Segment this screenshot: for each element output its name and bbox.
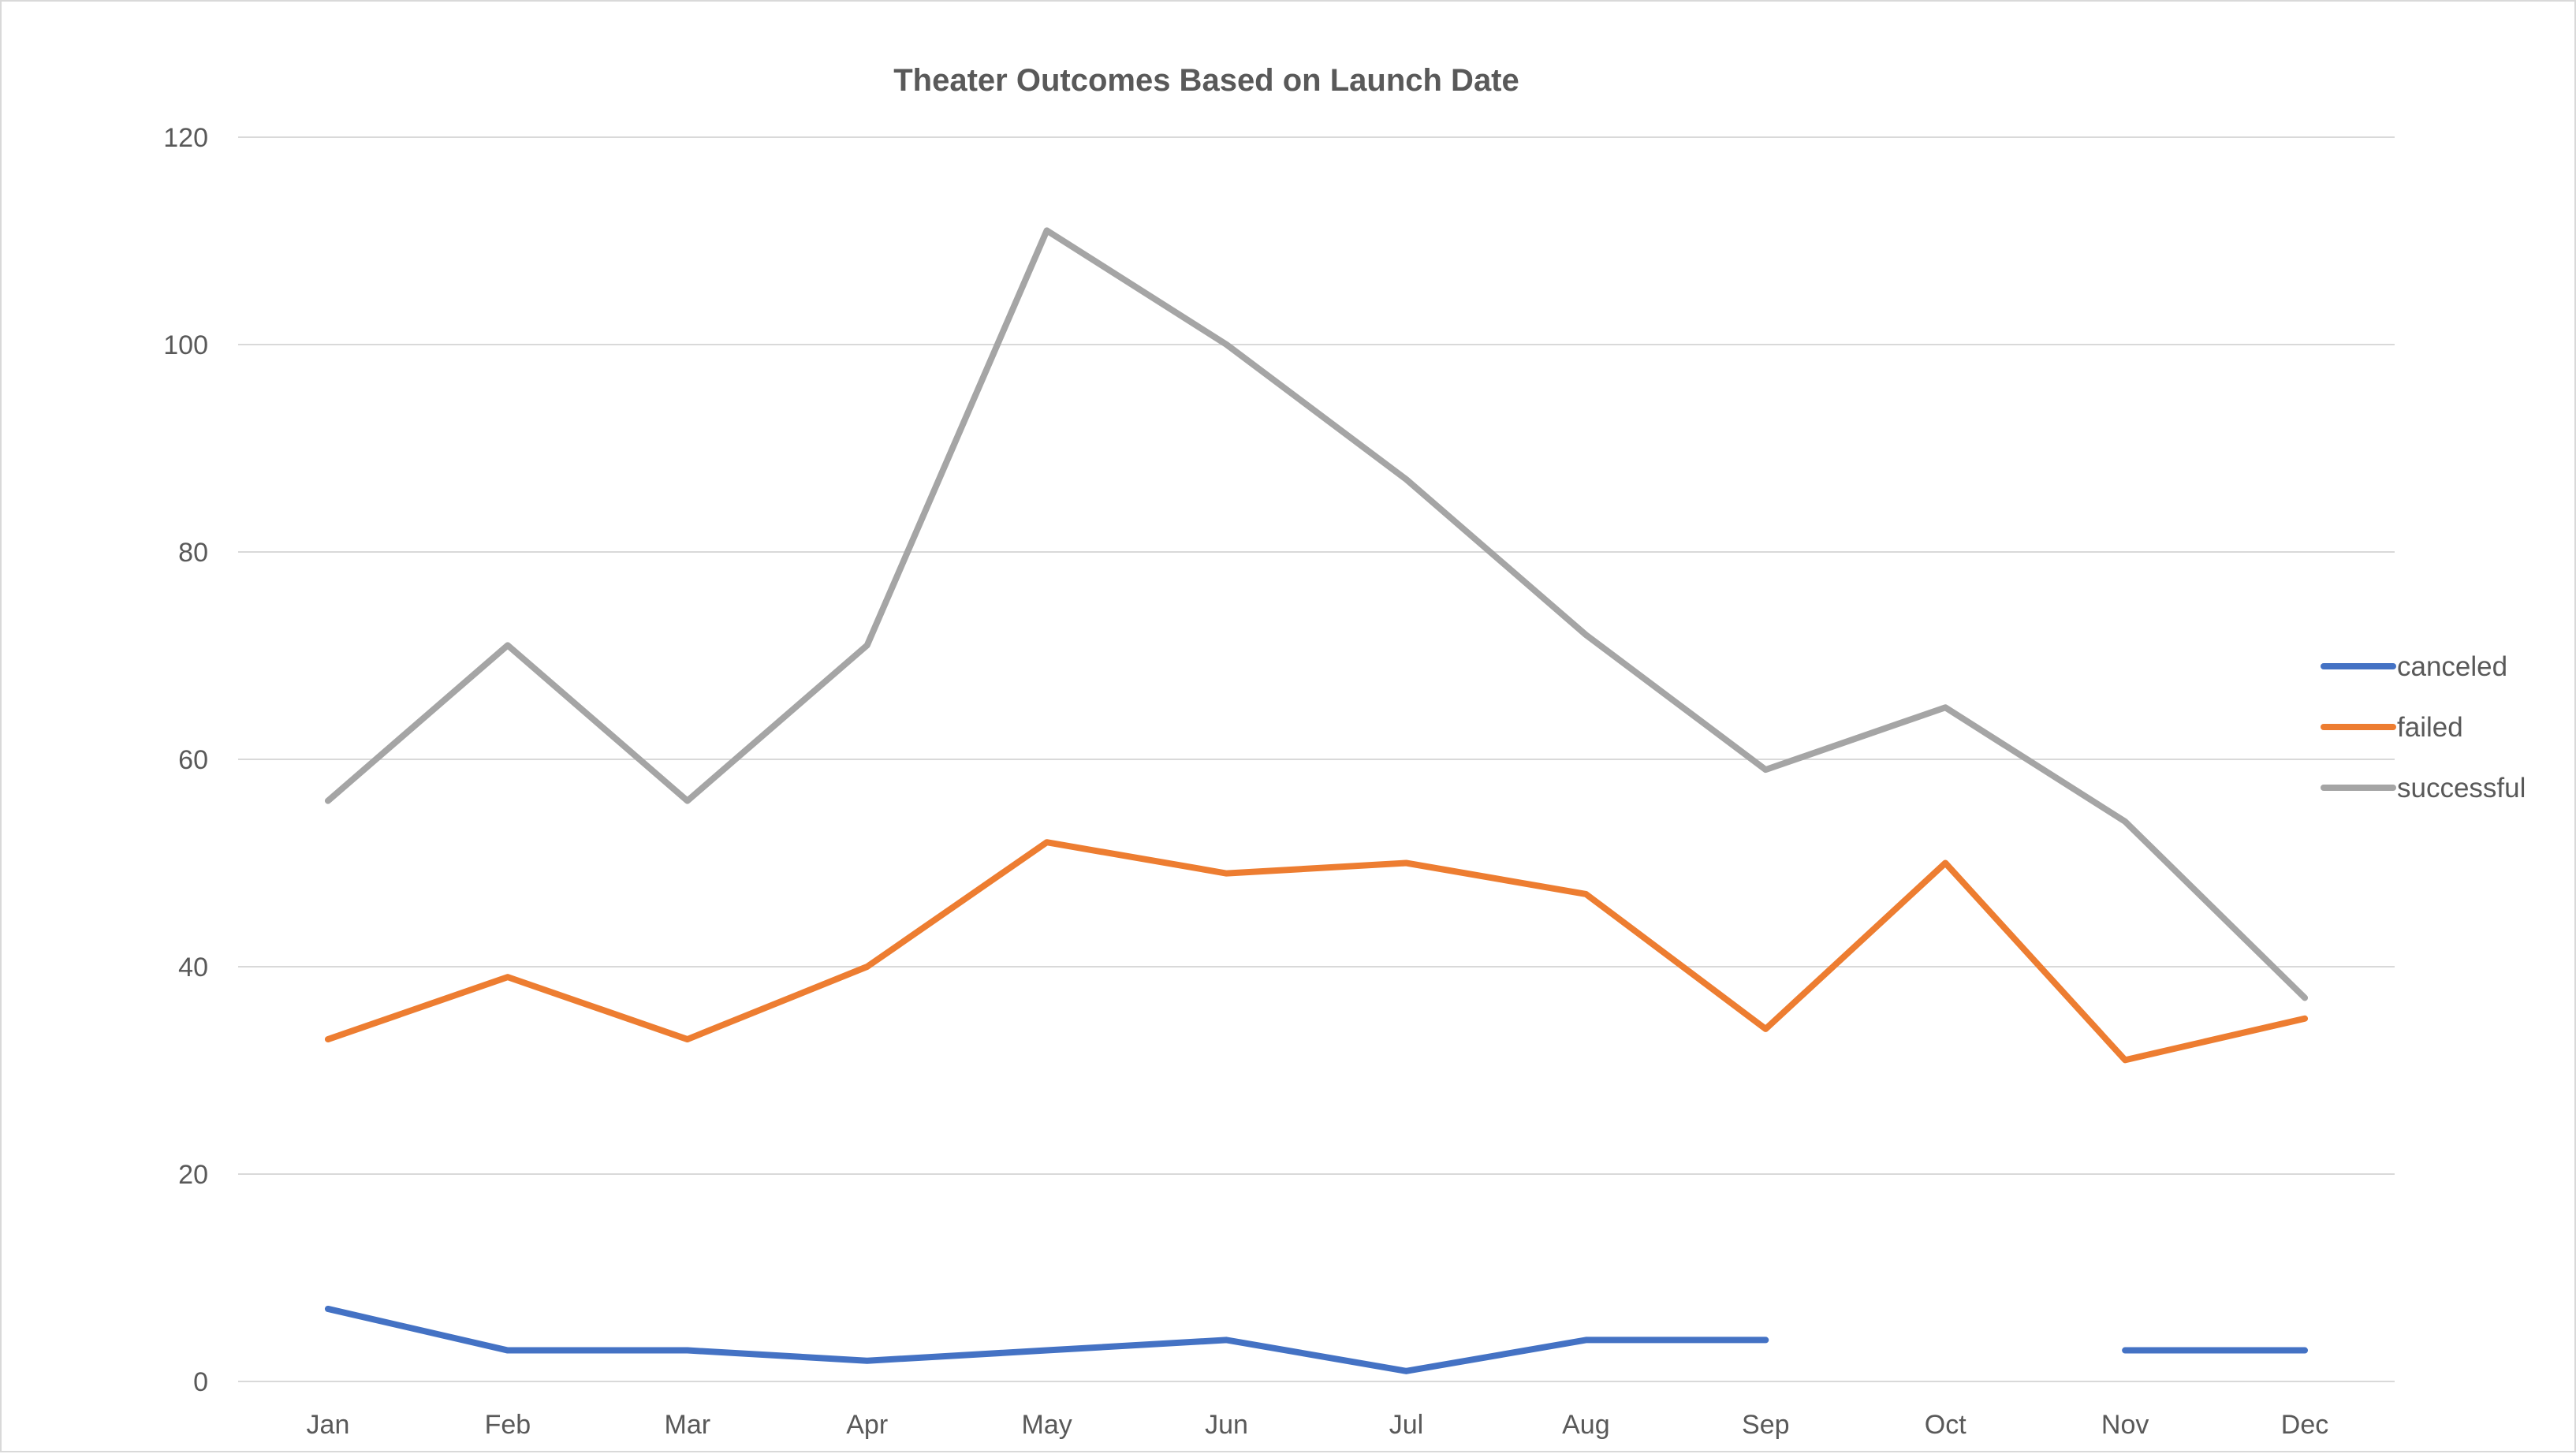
- series-line-successful: [324, 227, 2309, 1001]
- y-tick-label: 100: [163, 330, 208, 360]
- legend-item-failed: failed: [2321, 712, 2463, 743]
- series-successful: [324, 227, 2309, 1001]
- x-tick-label: Sep: [1742, 1410, 1790, 1440]
- series-lines: [324, 227, 2309, 1374]
- legend-label: canceled: [2397, 651, 2507, 682]
- x-tick-label: Mar: [665, 1410, 711, 1440]
- chart-title: Theater Outcomes Based on Launch Date: [893, 63, 1519, 98]
- y-axis-ticks: 0 20 40 60 80 100 120: [163, 123, 208, 1397]
- x-tick-label: Feb: [485, 1410, 531, 1440]
- y-tick-label: 0: [193, 1367, 208, 1397]
- y-tick-label: 40: [178, 953, 208, 982]
- legend-item-successful: successful: [2321, 773, 2526, 803]
- x-tick-label: Apr: [846, 1410, 888, 1440]
- legend-label: failed: [2397, 712, 2463, 743]
- y-tick-label: 60: [178, 745, 208, 775]
- legend-item-canceled: canceled: [2321, 651, 2507, 682]
- legend-label: successful: [2397, 773, 2526, 803]
- series-canceled: [324, 1305, 2309, 1374]
- y-tick-label: 20: [178, 1160, 208, 1190]
- series-failed: [324, 839, 2309, 1064]
- series-line-canceled: [324, 1305, 1769, 1374]
- x-tick-label: Jun: [1205, 1410, 1248, 1440]
- x-tick-label: May: [1022, 1410, 1072, 1440]
- x-tick-label: Aug: [1562, 1410, 1610, 1440]
- y-tick-label: 120: [163, 123, 208, 153]
- legend: canceled failed successful: [2321, 651, 2526, 803]
- x-tick-label: Nov: [2101, 1410, 2149, 1440]
- x-tick-label: Dec: [2281, 1410, 2328, 1440]
- x-tick-label: Jul: [1389, 1410, 1423, 1440]
- gridlines: [238, 136, 2395, 1382]
- y-tick-label: 80: [178, 538, 208, 568]
- series-line-failed: [324, 839, 2309, 1064]
- x-tick-label: Oct: [1925, 1410, 1966, 1440]
- x-axis-ticks: Jan Feb Mar Apr May Jun Jul Aug Sep Oct Nov Dec: [307, 1410, 2329, 1440]
- x-tick-label: Jan: [307, 1410, 350, 1440]
